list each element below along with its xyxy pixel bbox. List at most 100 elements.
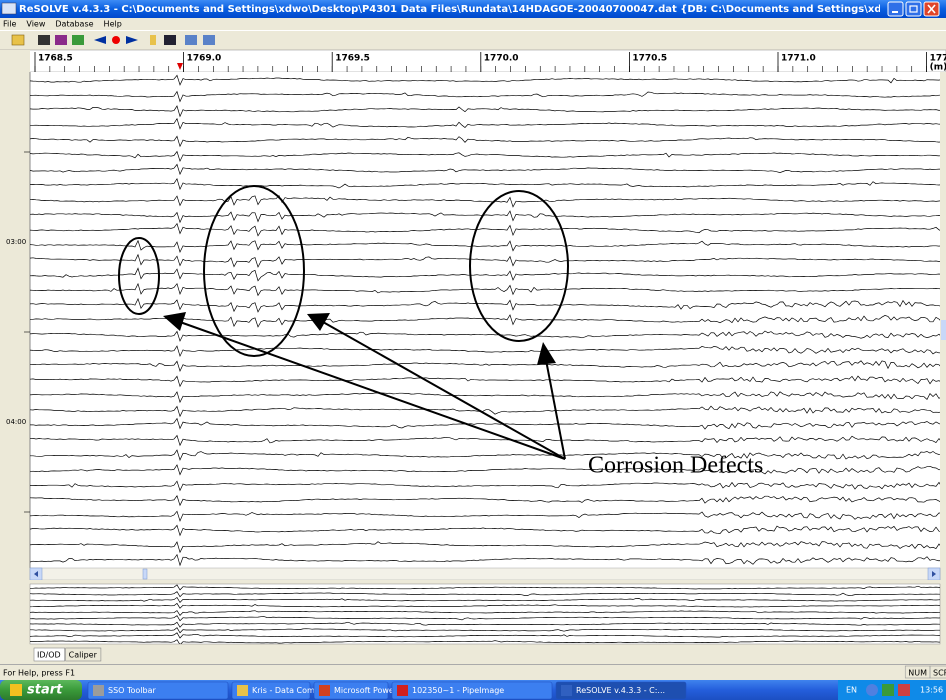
trace xyxy=(30,210,940,224)
trace xyxy=(30,194,940,208)
trace xyxy=(30,330,940,342)
help-button[interactable] xyxy=(150,35,156,45)
menu-bar xyxy=(0,18,946,30)
taskbar-label: 102350~1 - PipeImage xyxy=(412,686,504,695)
layout-button-1[interactable] xyxy=(185,35,197,45)
ruler-label: 1771.0 xyxy=(781,54,816,64)
trace xyxy=(30,627,940,634)
tray-icon[interactable] xyxy=(866,684,878,696)
context-help-button[interactable] xyxy=(164,35,176,45)
time-label: 04:00 xyxy=(6,418,26,426)
trace xyxy=(30,591,940,598)
windows-logo xyxy=(10,684,22,696)
trace xyxy=(30,480,940,492)
trace xyxy=(30,449,940,461)
ruler-label: 177 xyxy=(930,54,946,64)
taskbar-button[interactable] xyxy=(313,681,389,700)
tray-icon[interactable] xyxy=(898,684,910,696)
minimize-icon xyxy=(892,11,898,13)
tray-clock: 13:56 xyxy=(920,686,943,695)
status-indicator: SCR xyxy=(933,669,946,678)
trace xyxy=(30,391,940,404)
menu-item[interactable]: Database xyxy=(55,20,93,29)
status-indicators: SCR NUM xyxy=(904,665,946,679)
chart-button[interactable] xyxy=(55,35,67,45)
back-button[interactable] xyxy=(94,36,106,44)
trace xyxy=(30,495,940,507)
trace xyxy=(30,163,940,176)
layout-button-2[interactable] xyxy=(203,35,215,45)
start-label: start xyxy=(27,683,63,698)
tab-label: Caliper xyxy=(69,651,98,660)
trace xyxy=(30,360,940,372)
app-icon xyxy=(1,2,17,15)
ruler-unit: (m) xyxy=(930,63,946,73)
trace xyxy=(30,297,940,313)
trace xyxy=(30,632,940,639)
arrow-head xyxy=(163,312,186,331)
trace xyxy=(30,639,940,644)
menu: File View Database Help xyxy=(3,20,122,29)
scroll-thumb[interactable] xyxy=(142,568,148,580)
vertical-thumb[interactable] xyxy=(941,320,946,340)
menu-item[interactable]: View xyxy=(26,20,45,29)
trace xyxy=(30,90,940,103)
record-button[interactable] xyxy=(112,36,120,44)
tab[interactable] xyxy=(65,647,102,662)
taskbar-icon xyxy=(561,685,572,696)
menu-item[interactable]: Help xyxy=(104,20,122,29)
trace xyxy=(30,602,940,609)
trace xyxy=(30,610,940,616)
defect-ellipse xyxy=(118,237,160,315)
trace xyxy=(30,405,940,418)
scroll-right-icon xyxy=(932,571,936,577)
bars-button[interactable] xyxy=(72,35,84,45)
forward-button[interactable] xyxy=(126,36,138,44)
tab[interactable] xyxy=(33,647,65,662)
trace xyxy=(30,150,940,163)
trace xyxy=(30,510,940,522)
trace xyxy=(30,222,940,237)
find-button[interactable] xyxy=(38,35,50,45)
restore-button[interactable] xyxy=(905,1,922,17)
taskbar-button[interactable] xyxy=(555,681,687,700)
trace xyxy=(30,105,940,118)
status-indicator: NUM xyxy=(908,669,927,678)
annotations xyxy=(118,185,569,460)
trace xyxy=(30,253,940,268)
toolbar-buttons xyxy=(11,34,215,46)
scroll-left-icon xyxy=(34,571,38,577)
taskbar-button[interactable] xyxy=(231,681,311,700)
left-gutter xyxy=(0,72,30,568)
position-marker xyxy=(177,63,183,70)
taskbar-button[interactable] xyxy=(391,681,553,700)
ruler-scale: 1768.5 1769.0 1769.5 1770.0 1770.5 1771.0 177(… xyxy=(34,52,946,73)
arrow-head xyxy=(537,342,556,365)
tabs: ID/OD Caliper xyxy=(33,647,102,662)
trace xyxy=(30,621,940,628)
open-button[interactable] xyxy=(11,34,25,46)
defect-ellipse xyxy=(469,190,569,342)
menu-item[interactable]: File xyxy=(3,20,16,29)
ruler-label: 1769.0 xyxy=(187,54,222,64)
trace xyxy=(30,345,940,358)
tray-icon[interactable] xyxy=(882,684,894,696)
window-title: ReSOLVE v.4.3.3 - C:\Documents and Setti… xyxy=(19,4,946,15)
ruler-gutter xyxy=(0,50,30,72)
minimize-button[interactable] xyxy=(887,1,904,17)
trace xyxy=(30,615,940,622)
taskbar-items: SSO Toolbar Kris - Data ComparisonMicroso… xyxy=(87,681,687,700)
horizontal-scrollbar[interactable] xyxy=(29,567,941,581)
arrow-head xyxy=(307,313,330,331)
annotation-label: Corrosion Defects xyxy=(588,453,763,479)
arrow-heads xyxy=(163,312,556,365)
trace xyxy=(30,596,940,603)
ruler-label: 1769.5 xyxy=(335,54,370,64)
arrow-line xyxy=(545,359,566,460)
time-label: 03:00 xyxy=(6,238,26,246)
defect-ellipse xyxy=(203,185,305,357)
taskbar-icon xyxy=(319,685,330,696)
taskbar-button[interactable] xyxy=(87,681,229,700)
trace xyxy=(30,375,940,388)
